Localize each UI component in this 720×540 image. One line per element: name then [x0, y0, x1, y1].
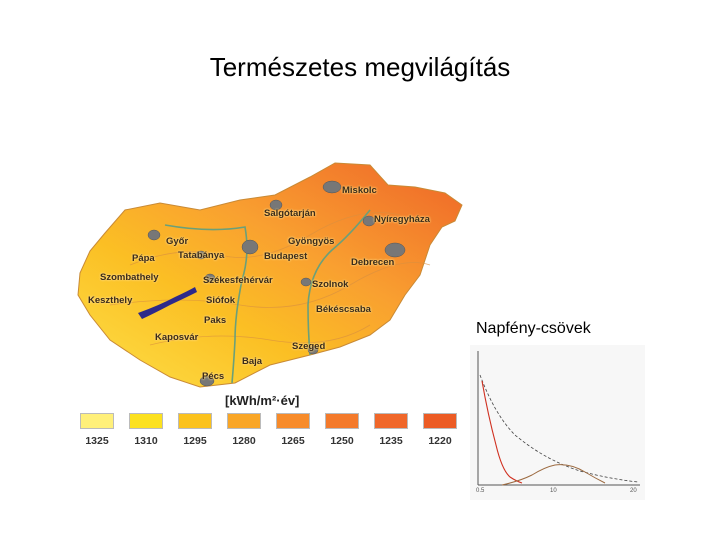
graph-x-tick: 10 [550, 488, 557, 494]
legend-unit: [kWh/m²·év] [225, 393, 300, 408]
legend-swatch [423, 413, 457, 429]
city-label-salgotarjan: Salgótarján [264, 208, 316, 219]
city-marker-icon [307, 345, 319, 355]
city-marker-icon [384, 242, 406, 258]
city-marker-icon [195, 250, 207, 260]
legend-swatch [129, 413, 163, 429]
city-label-tatabanya: Tatabánya [178, 250, 225, 261]
legend-label: 1235 [379, 435, 403, 447]
city-label-gyor: Győr [166, 236, 189, 247]
legend-label: 1325 [85, 435, 109, 447]
city-label-nyiregyhaza: Nyíregyháza [374, 214, 430, 225]
lake-balaton [138, 287, 197, 319]
legend-label: 1295 [183, 435, 207, 447]
graph-brown-curve [501, 464, 606, 486]
legend-label: 1310 [134, 435, 158, 447]
city-markers [147, 180, 406, 387]
graph-dashed-curve [479, 374, 639, 483]
city-label-baja: Baja [242, 356, 263, 367]
map-svg [77, 162, 463, 388]
legend-label: 1280 [232, 435, 256, 447]
city-label-szolnok: Szolnok [312, 279, 349, 290]
region-border [149, 324, 371, 346]
city-label-bekescsaba: Békéscsaba [316, 304, 371, 315]
city-marker-icon [199, 375, 215, 387]
city-label-debrecen: Debrecen [351, 257, 395, 268]
legend-label: 1220 [428, 435, 452, 447]
legend-label: 1250 [330, 435, 354, 447]
graph-x-tick: 0.5 [476, 488, 485, 494]
city-marker-icon [147, 229, 161, 241]
tubes-graph: 0.5 10 20 [470, 345, 645, 500]
region-border [129, 212, 401, 266]
city-label-keszthely: Keszthely [88, 295, 133, 306]
danube-river [164, 224, 248, 384]
legend-swatch [178, 413, 212, 429]
legend-swatch [80, 413, 114, 429]
tisza-river [307, 209, 371, 356]
city-label-szekesfehervar: Székesfehérvár [203, 275, 273, 286]
city-marker-icon [322, 180, 342, 194]
legend-swatch [325, 413, 359, 429]
slide-title: Természetes megvilágítás [209, 52, 511, 82]
city-marker-icon [362, 215, 376, 227]
city-label-siofok: Siófok [206, 295, 236, 306]
city-label-szeged: Szeged [292, 341, 326, 352]
graph-x-tick: 20 [630, 488, 637, 494]
city-label-miskolc: Miskolc [342, 185, 377, 196]
graph-red-curve [481, 380, 523, 484]
city-marker-icon [204, 273, 216, 283]
city-marker-icon [300, 277, 312, 287]
city-label-szombathely: Szombathely [100, 272, 159, 283]
legend-swatch [227, 413, 261, 429]
city-label-papa: Pápa [132, 253, 155, 264]
city-label-kaposvar: Kaposvár [155, 332, 199, 343]
city-label-paks: Paks [204, 315, 227, 326]
city-label-pecs: Pécs [202, 371, 225, 382]
legend-swatch [374, 413, 408, 429]
graph-background [470, 345, 645, 500]
legend-swatch [276, 413, 310, 429]
city-marker-icon [269, 199, 283, 211]
city-label-budapest: Budapest [264, 251, 308, 262]
tubes-label: Napfény-csövek [476, 320, 591, 337]
city-marker-icon [241, 239, 259, 255]
city-label-gyongyos: Gyöngyös [288, 236, 335, 247]
legend-label: 1265 [281, 435, 305, 447]
hungary-irradiation-map: Miskolc Salgótarján Nyíregyháza Győr Gyö… [70, 155, 470, 455]
graph-svg [470, 345, 645, 500]
